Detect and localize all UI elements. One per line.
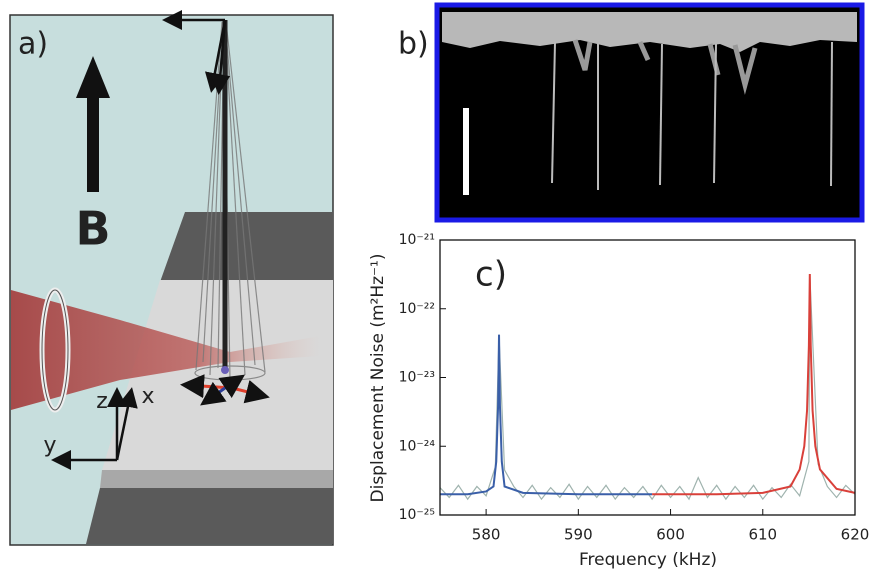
scale-bar — [463, 108, 469, 195]
arrow — [210, 19, 231, 95]
debris — [572, 39, 758, 95]
series-line — [440, 334, 653, 496]
y-axis-label: Displacement Noise (m²Hz⁻¹) — [368, 254, 388, 503]
x-tick-label: 590 — [564, 526, 593, 544]
y-tick-label: 10⁻²⁵ — [399, 507, 435, 523]
axis-label: y — [43, 433, 56, 458]
x-axis-label: Frequency (kHz) — [579, 550, 717, 570]
laser-beam — [11, 290, 320, 410]
mode-arrow — [218, 374, 245, 398]
lower-block — [86, 488, 333, 544]
y-tick-label: 10⁻²² — [399, 301, 435, 317]
tip — [221, 366, 229, 374]
substrate-edge — [442, 12, 857, 52]
field-arrow-head — [76, 56, 110, 98]
nanowires — [551, 41, 833, 190]
series-line — [439, 274, 856, 501]
panel-b: b) — [398, 2, 865, 223]
panel-label: a) — [18, 27, 48, 62]
y-tick-label: 10⁻²⁴ — [399, 438, 436, 454]
upper-block — [160, 212, 333, 282]
series-line — [652, 274, 856, 496]
axis-label: z — [96, 389, 108, 414]
axis-arrow — [115, 387, 138, 461]
x-tick-label: 580 — [472, 526, 501, 544]
panel-label: b) — [398, 27, 429, 62]
lens-outline — [41, 289, 69, 411]
field-label: B — [75, 202, 110, 256]
y-tick-label: 10⁻²¹ — [399, 232, 435, 248]
panel-c: c) Frequency (kHz) Displacement Noise (m… — [368, 232, 869, 570]
x-tick-label: 610 — [748, 526, 777, 544]
substrate-top — [102, 280, 333, 470]
x-tick-label: 600 — [656, 526, 685, 544]
y-tick-label: 10⁻²³ — [399, 370, 435, 386]
panel-a: a) B z x y — [9, 10, 334, 546]
x-tick-label: 620 — [841, 526, 870, 544]
panel-label: c) — [475, 255, 507, 295]
substrate-edge — [100, 470, 333, 488]
axis-label: x — [141, 384, 154, 409]
